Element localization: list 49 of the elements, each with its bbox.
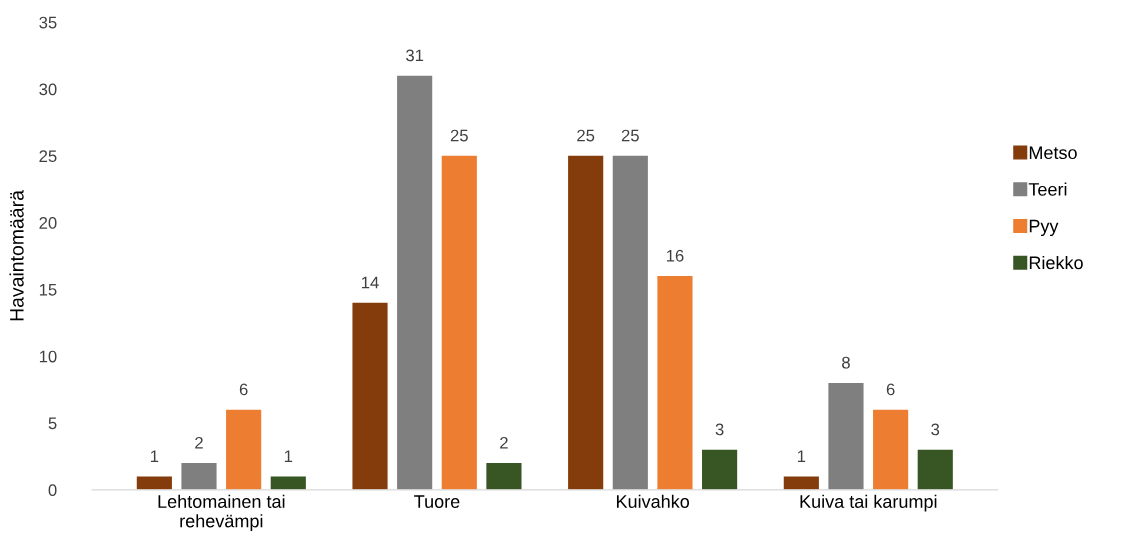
data-label: 25 bbox=[577, 129, 595, 142]
x-tick-label: Kuivahko bbox=[616, 494, 690, 508]
bar bbox=[486, 463, 522, 490]
bar bbox=[612, 155, 648, 490]
y-tick-label: 0 bbox=[48, 484, 57, 497]
bar bbox=[702, 449, 738, 490]
data-label: 3 bbox=[715, 423, 724, 436]
legend-label: Teeri bbox=[1028, 182, 1067, 196]
bar bbox=[783, 476, 819, 490]
data-label: 3 bbox=[931, 423, 940, 436]
y-tick-label: 5 bbox=[48, 417, 57, 430]
data-label: 14 bbox=[362, 276, 379, 289]
legend-label: Metso bbox=[1029, 146, 1077, 160]
data-label: 1 bbox=[150, 450, 159, 462]
bar bbox=[657, 276, 693, 490]
bar bbox=[136, 476, 172, 490]
legend-label: Pyy bbox=[1029, 219, 1059, 237]
bar bbox=[226, 409, 262, 490]
bar bbox=[181, 463, 217, 490]
bar bbox=[352, 302, 388, 490]
y-tick-label: 15 bbox=[39, 284, 57, 296]
bar bbox=[917, 449, 953, 490]
y-axis-title: Havaintomäärä bbox=[9, 190, 24, 321]
y-tick-label: 25 bbox=[39, 150, 57, 163]
bar bbox=[828, 382, 864, 490]
data-label: 2 bbox=[195, 436, 203, 449]
data-label: 6 bbox=[239, 383, 248, 396]
data-label: 16 bbox=[666, 249, 684, 262]
bar bbox=[397, 75, 433, 490]
data-label: 6 bbox=[886, 383, 895, 396]
bar bbox=[270, 476, 306, 490]
data-label: 8 bbox=[842, 356, 850, 369]
x-tick-label: Lehtomainen tai rehevämpi bbox=[158, 494, 285, 531]
bar bbox=[441, 155, 477, 490]
data-label: 25 bbox=[621, 129, 639, 142]
y-tick-label: 30 bbox=[39, 83, 57, 96]
x-tick-label: Tuore bbox=[414, 495, 460, 508]
data-label: 1 bbox=[284, 450, 293, 462]
y-tick-label: 35 bbox=[39, 16, 57, 29]
data-label: 25 bbox=[450, 129, 468, 142]
data-label: 2 bbox=[500, 436, 508, 449]
legend-label: Riekko bbox=[1029, 255, 1083, 270]
data-label: 1 bbox=[797, 450, 806, 462]
y-tick-label: 10 bbox=[39, 350, 57, 363]
y-tick-label: 20 bbox=[39, 217, 57, 229]
bar bbox=[873, 409, 909, 490]
bar bbox=[568, 155, 604, 490]
x-tick-label: Kuiva tai karumpi bbox=[800, 494, 937, 512]
data-label: 31 bbox=[406, 49, 424, 62]
